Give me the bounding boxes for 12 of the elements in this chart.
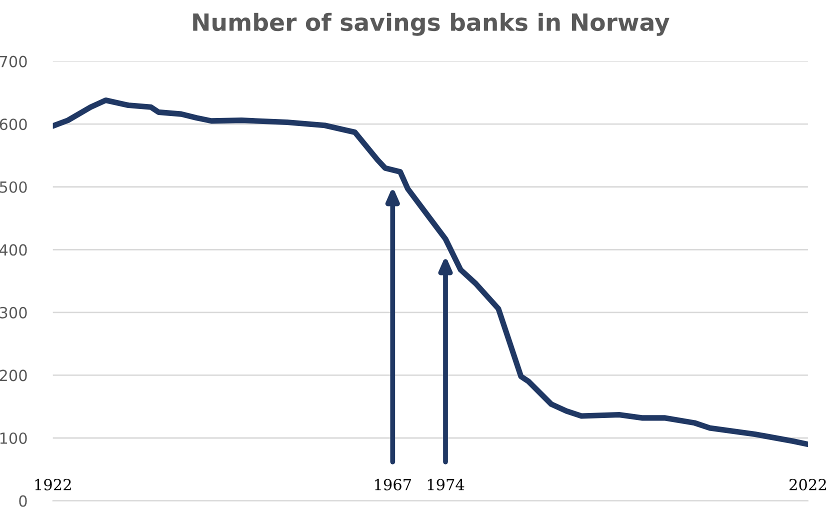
y-tick-label: 100 bbox=[0, 432, 27, 444]
x-tick-label: 1967 bbox=[375, 478, 411, 490]
x-tick-label: 1974 bbox=[428, 478, 464, 490]
chart-title: Number of savings banks in Norway bbox=[193, 12, 670, 36]
y-tick-label: 700 bbox=[0, 56, 27, 68]
x-tick-label: 1922 bbox=[35, 478, 71, 490]
y-tick-label: 300 bbox=[0, 306, 27, 318]
x-tick-label: 2022 bbox=[790, 478, 826, 490]
y-tick-label: 500 bbox=[0, 181, 27, 193]
y-tick-label: 0 bbox=[19, 495, 27, 507]
y-tick-label: 600 bbox=[0, 118, 27, 130]
y-tick-label: 200 bbox=[0, 370, 27, 382]
